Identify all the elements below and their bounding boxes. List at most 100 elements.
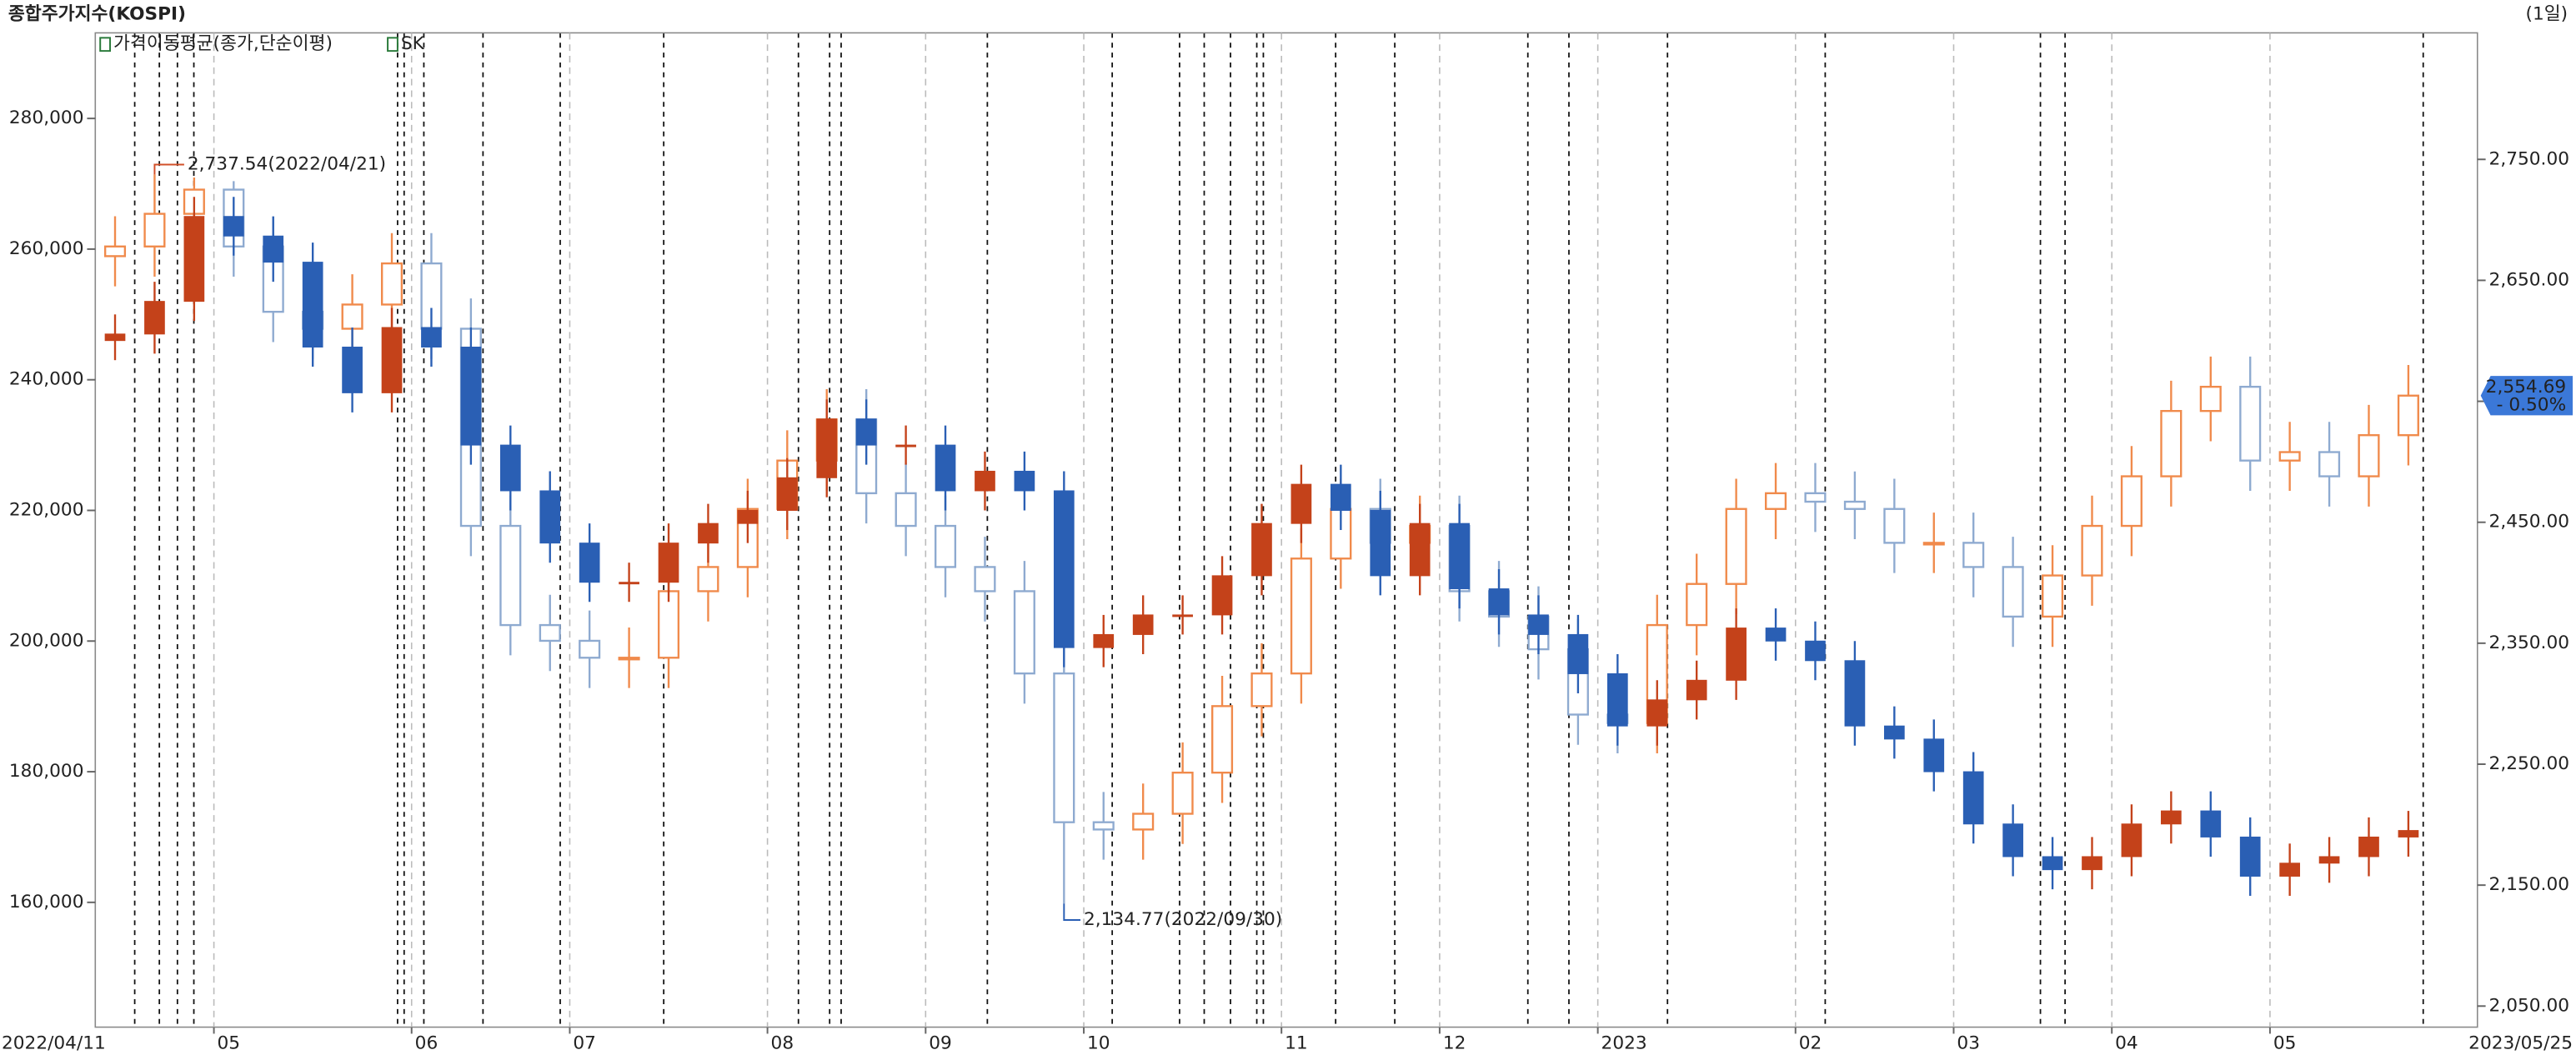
candle-body [2002, 823, 2023, 858]
candle-body [460, 347, 482, 446]
x-tick-label: 09 [929, 1032, 952, 1053]
candle-body [1765, 492, 1787, 510]
candle-body [895, 444, 916, 448]
candle-body [263, 235, 284, 263]
candle-body [1686, 679, 1707, 701]
candle-body [1211, 575, 1233, 616]
candle-body [104, 333, 126, 342]
y2-tick-label: 2,750.00 [2489, 148, 2569, 169]
candle-body [1370, 509, 1391, 577]
y-tick-label: 180,000 [9, 761, 84, 782]
chart-title: 종합주가지수(KOSPI) [8, 3, 186, 25]
y-tick-label: 220,000 [9, 499, 84, 520]
candle-body [499, 444, 521, 492]
candle-body [1449, 522, 1470, 590]
candle-body [2239, 385, 2262, 462]
candle-body [698, 522, 719, 544]
candle-body [1646, 699, 1668, 727]
candle-body [1725, 508, 1747, 585]
candle-body [1132, 812, 1155, 831]
candle-body [934, 524, 957, 568]
candle-body [935, 444, 956, 492]
candle-body [855, 418, 877, 446]
candle-body [539, 490, 561, 544]
candle-body [776, 477, 798, 511]
candle-body [618, 657, 640, 661]
candle-body [421, 327, 442, 348]
candle-body [1132, 614, 1154, 635]
legend-label: SK [401, 33, 425, 54]
candle-body [1251, 522, 1272, 577]
candle-body [144, 301, 165, 335]
x-tick-label: 2022/04/11 [2, 1032, 106, 1053]
x-tick-label: 08 [771, 1032, 794, 1053]
candle-body [341, 303, 363, 330]
y-tick-label: 280,000 [9, 108, 84, 128]
period-label: (1일) [2526, 4, 2568, 25]
candle-body [2121, 823, 2142, 858]
candle-body [1804, 492, 1827, 503]
candle-body [619, 582, 639, 585]
candle-body [658, 542, 679, 583]
candle-body [1962, 771, 1984, 825]
candle-body [1805, 640, 1826, 662]
legend-indicator: 가격이동평균(종가,단순이평) [113, 33, 333, 54]
candle-body [2199, 385, 2222, 412]
candle-body [103, 245, 127, 258]
y2-tick-label: 2,150.00 [2489, 874, 2569, 895]
x-tick-label: 03 [1957, 1032, 1980, 1053]
y2-tick-label: 2,450.00 [2489, 512, 2569, 532]
annotation-leader [1063, 903, 1081, 921]
candle-body [1092, 821, 1115, 831]
candle-body [1250, 672, 1273, 708]
candle-body [1290, 558, 1312, 675]
candle-body [1923, 738, 1945, 772]
candle-body [499, 524, 522, 627]
candle-body [1883, 725, 1905, 740]
candle-body [1726, 628, 1747, 681]
candle-body [1922, 542, 1945, 546]
candle-body [974, 566, 996, 592]
x-tick-label: 06 [415, 1032, 439, 1053]
candle-body [697, 566, 719, 592]
x-tick-label: 02 [1799, 1032, 1822, 1053]
candle-body [2358, 434, 2380, 478]
y-tick-label: 240,000 [9, 369, 84, 390]
last-change-label: - 0.50% [2497, 395, 2567, 416]
candle-body [1014, 470, 1035, 492]
candle-body [2160, 409, 2183, 478]
candle-body [2398, 830, 2419, 838]
candle-body [2239, 836, 2261, 877]
candle-body [2042, 574, 2064, 618]
candle-body [2279, 862, 2300, 877]
x-tick-label: 07 [573, 1032, 596, 1053]
candle-body [1488, 588, 1510, 616]
plot-frame [94, 32, 2478, 1028]
candle-body [1962, 542, 1985, 568]
y2-tick-label: 2,350.00 [2489, 632, 2569, 653]
candle-body [1093, 633, 1115, 648]
min-annotation: 2,134.77(2022/09/30) [1084, 909, 1282, 930]
candle-body [975, 470, 995, 492]
candle-body [1843, 500, 1866, 510]
candle-body [381, 327, 403, 393]
candle-body [183, 216, 205, 302]
annotation-leader [153, 163, 184, 175]
x-tick-label: 10 [1087, 1032, 1110, 1053]
x-tick-label: 2023 [1601, 1032, 1647, 1053]
candle-body [302, 262, 323, 348]
y-tick-label: 200,000 [9, 630, 84, 651]
candle-body [2082, 856, 2102, 871]
candle-body [579, 639, 601, 659]
candle-body [1172, 614, 1193, 618]
y-tick-label: 160,000 [9, 892, 84, 912]
candle-body [1330, 483, 1351, 511]
x-tick-label: 2023/05/25 [2468, 1032, 2573, 1053]
candle-body [1606, 672, 1628, 727]
candle-body [1528, 614, 1549, 635]
last-value-label: 2,554.69 [2486, 377, 2566, 398]
candle-body [2318, 856, 2340, 864]
candle-body [2358, 836, 2379, 858]
